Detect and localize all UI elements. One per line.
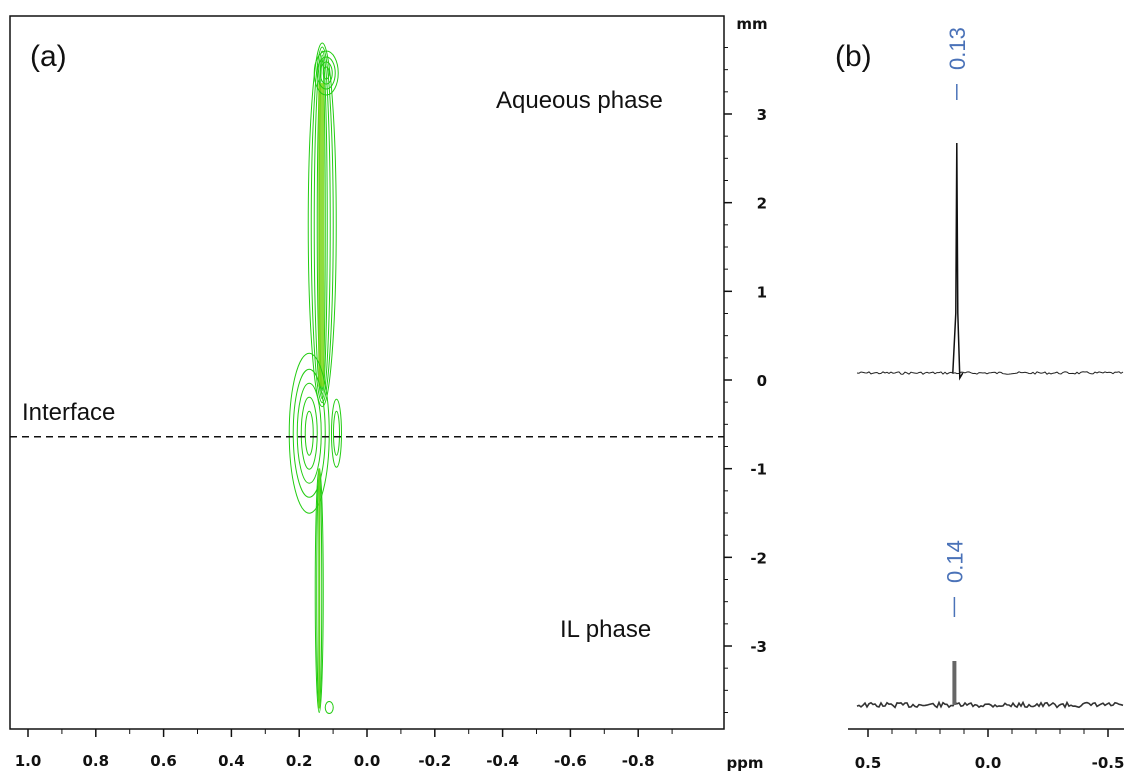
contour-line-interface xyxy=(304,410,314,456)
x-tick-label: 1.0 xyxy=(15,752,42,770)
x-tick-label-b: 0.5 xyxy=(855,754,882,772)
contour-line-top xyxy=(322,66,330,80)
panel-a-y-ticks: 3 2 1 0 -1 -2 -3 xyxy=(724,46,767,714)
x-tick-label: 0.4 xyxy=(218,752,245,770)
contour-line-upper xyxy=(307,42,337,408)
contour-line-interface xyxy=(292,368,326,498)
contour-line-lower xyxy=(314,468,324,714)
contour-line-side xyxy=(332,410,340,456)
contour-line-interface xyxy=(300,396,318,470)
contour-line-top xyxy=(319,61,333,85)
x-axis-label: ppm xyxy=(726,754,763,772)
y-axis-label: mm xyxy=(736,15,767,33)
x-tick-label: 0.8 xyxy=(83,752,110,770)
annotation-interface: Interface xyxy=(22,399,115,426)
x-tick-label: -0.6 xyxy=(554,752,587,770)
panel-a-label: (a) xyxy=(30,40,67,73)
peak-label-il: 0.14 xyxy=(942,540,967,583)
annotation-il-phase: IL phase xyxy=(560,616,651,643)
contour-line-side xyxy=(330,398,342,468)
x-tick-label-b: 0.0 xyxy=(975,754,1002,772)
panel-b: (b) 0.13 0.14 0.5 0.0 -0.5 xyxy=(835,27,1124,772)
x-tick-label-b: -0.5 xyxy=(1092,754,1125,772)
panel-b-x-ticks: 0.5 0.0 -0.5 xyxy=(855,729,1125,772)
peak-aqueous xyxy=(952,142,964,381)
x-tick-label: -0.4 xyxy=(486,752,519,770)
y-tick-label: -2 xyxy=(750,549,767,567)
y-tick-label: -1 xyxy=(750,461,767,479)
contour-plot xyxy=(288,42,342,715)
panel-a-plot-area xyxy=(9,15,725,730)
peak-label-aqueous: 0.13 xyxy=(945,27,970,70)
contour-line-interface xyxy=(296,382,322,484)
y-tick-label: 2 xyxy=(757,195,767,213)
y-tick-label: 0 xyxy=(757,372,767,390)
x-tick-label: -0.2 xyxy=(418,752,451,770)
x-tick-label: 0.0 xyxy=(354,752,381,770)
spectrum-il-baseline xyxy=(856,700,1124,709)
x-tick-label: -0.8 xyxy=(622,752,655,770)
panel-b-label: (b) xyxy=(835,40,872,73)
contour-line-top xyxy=(313,50,339,96)
spectra: 0.13 0.14 xyxy=(856,27,1124,709)
annotation-aqueous-phase: Aqueous phase xyxy=(496,87,663,114)
panel-a: 1.0 0.8 0.6 0.4 0.2 0.0 -0.2 -0.4 -0.6 -0.8 3 2 1 0 -… xyxy=(9,15,768,772)
contour-core-upper xyxy=(318,83,325,387)
y-tick-label: 3 xyxy=(757,106,767,124)
contour-line-top xyxy=(316,56,336,90)
y-tick-label: -3 xyxy=(750,638,767,656)
contour-line-upper xyxy=(310,46,334,404)
contour-line-bottom xyxy=(324,701,334,715)
y-tick-label: 1 xyxy=(757,283,767,301)
peak-il xyxy=(952,661,957,705)
panel-a-x-ticks: 1.0 0.8 0.6 0.4 0.2 0.0 -0.2 -0.4 -0.6 -0.8 xyxy=(15,729,673,770)
x-tick-label: 0.6 xyxy=(150,752,177,770)
x-tick-label: 0.2 xyxy=(286,752,313,770)
contour-line-interface xyxy=(288,352,330,514)
spectrum-aqueous-baseline xyxy=(856,371,1124,375)
